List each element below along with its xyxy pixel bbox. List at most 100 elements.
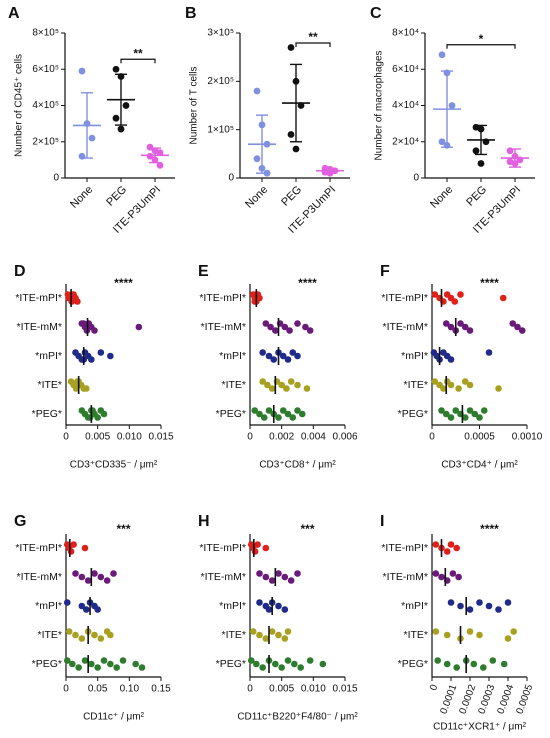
data-point — [292, 145, 300, 153]
data-point — [495, 385, 502, 392]
data-point — [262, 573, 270, 581]
y-tick-label: 3×10⁵ — [207, 28, 234, 39]
y-tick-label: 8×10⁴ — [392, 28, 419, 39]
category-label: None — [68, 184, 95, 211]
y-axis-label: Number of T cells — [189, 67, 200, 145]
x-tick-label: 0.015 — [332, 684, 357, 695]
data-point — [447, 356, 455, 363]
data-point — [457, 291, 464, 298]
data-point — [275, 602, 282, 610]
x-tick-label: 0.006 — [332, 432, 357, 443]
data-point — [303, 385, 311, 392]
category-label: *ITE* — [37, 629, 62, 641]
data-point — [91, 631, 98, 639]
data-point — [94, 664, 101, 671]
data-point — [247, 657, 255, 664]
data-point — [97, 349, 105, 356]
data-point — [279, 352, 287, 360]
data-point — [286, 327, 293, 334]
panel-letter: E — [198, 263, 209, 280]
data-point — [94, 606, 101, 613]
data-point — [457, 602, 464, 610]
category-label: *mPI* — [35, 350, 62, 362]
x-axis-label: CD11c⁺B220⁺F4/80⁻ / μm² — [237, 712, 358, 723]
data-point — [287, 378, 295, 385]
data-point — [78, 573, 86, 581]
category-label: PEG — [464, 184, 489, 209]
panel-letter: D — [14, 263, 26, 280]
data-point — [81, 657, 89, 664]
data-point — [272, 660, 279, 668]
y-tick-label: 4×10⁵ — [32, 100, 59, 111]
category-label: *ITE-mPI* — [381, 292, 428, 304]
data-point — [259, 664, 266, 671]
category-label: *PEG* — [32, 408, 62, 420]
y-tick-label: 6×10⁵ — [32, 64, 59, 75]
significance-label: *** — [116, 522, 130, 536]
category-label: *ITE-mM* — [383, 321, 429, 333]
data-point — [518, 327, 526, 334]
category-label: None — [243, 184, 270, 211]
x-axis-label: CD3⁺CD335⁻ / μm² — [70, 460, 158, 471]
data-point — [146, 143, 154, 151]
data-point — [471, 410, 479, 418]
significance-label: **** — [298, 276, 317, 290]
category-label: *ITE-mM* — [17, 321, 63, 333]
data-point — [256, 570, 263, 577]
data-point — [294, 407, 301, 414]
data-point — [287, 577, 295, 584]
data-point — [443, 660, 451, 668]
data-point — [279, 407, 287, 414]
data-point — [63, 657, 71, 664]
data-point — [275, 414, 282, 421]
data-point — [69, 660, 76, 668]
data-point — [466, 606, 474, 613]
significance-bracket — [295, 42, 331, 47]
x-tick-label: 0.0010 — [512, 432, 543, 443]
data-point — [88, 660, 95, 668]
x-tick-label: 0 — [63, 432, 69, 443]
data-point — [284, 657, 292, 664]
category-label: *ITE-mM* — [383, 571, 429, 583]
data-point — [67, 548, 75, 555]
data-point — [97, 635, 105, 642]
category-label: *ITE-mM* — [17, 571, 63, 583]
data-point — [476, 599, 483, 606]
data-point — [254, 541, 261, 548]
x-tick-label: 0.10 — [120, 684, 140, 695]
category-label: *mPI* — [219, 350, 246, 362]
data-point — [298, 410, 306, 418]
data-point — [438, 573, 445, 581]
significance-label: *** — [300, 522, 314, 536]
data-point — [485, 349, 493, 356]
data-point — [472, 147, 480, 155]
data-point — [259, 349, 266, 356]
data-point — [438, 407, 445, 414]
data-point — [91, 327, 98, 334]
x-tick-label: 0.0005 — [515, 683, 536, 716]
data-point — [156, 161, 164, 169]
data-point — [65, 628, 73, 635]
category-label: *ITE* — [37, 379, 62, 391]
data-point — [453, 664, 461, 671]
data-point — [265, 352, 273, 360]
data-point — [294, 320, 301, 327]
data-point — [268, 577, 276, 584]
data-point — [447, 381, 455, 389]
data-point — [504, 599, 512, 606]
data-point — [262, 635, 270, 642]
data-point — [78, 602, 86, 610]
data-point — [289, 414, 297, 421]
data-point — [489, 657, 497, 664]
category-label: *mPI* — [401, 350, 428, 362]
data-point — [253, 87, 261, 95]
data-point — [100, 410, 108, 418]
significance-bracket — [120, 58, 156, 64]
data-point — [432, 570, 440, 577]
data-point — [275, 570, 282, 577]
x-tick-label: 0 — [247, 684, 253, 695]
x-axis-label: CD3⁺CD8⁺ / μm² — [259, 460, 336, 471]
x-tick-label: 0 — [428, 683, 440, 692]
data-point — [283, 385, 290, 392]
